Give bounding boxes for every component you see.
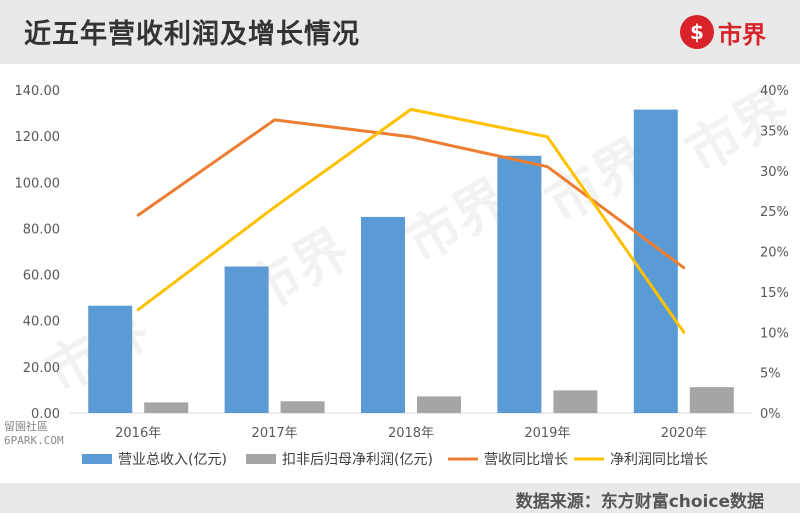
left-axis-tick: 0.00 [31,407,60,422]
x-axis-label: 2017年 [252,426,298,441]
left-axis: 0.00 20.00 40.00 60.00 80.00 100.00 120.00 140.… [15,84,752,422]
revenue-bar [633,109,678,413]
left-axis-tick: 80.00 [23,222,60,237]
profit-bar [280,401,325,413]
profit-bar [689,387,734,413]
x-axis-label: 2016年 [115,426,161,441]
revenue-bar [497,155,542,413]
revenue-bar [224,266,269,413]
left-axis-tick: 120.00 [15,130,61,145]
left-axis-tick: 100.00 [15,176,61,191]
left-axis-tick: 20.00 [23,361,60,376]
header-bar: 近五年营收利润及增长情况 $ 市界 [0,0,800,64]
right-axis-tick: 35% [760,124,789,139]
brand-name: 市界 [718,20,766,49]
x-axis-label: 2018年 [388,426,434,441]
x-axis-label: 2019年 [524,426,570,441]
right-axis-tick: 15% [760,286,789,301]
profit-growth-line [136,107,686,334]
page-title: 近五年营收利润及增长情况 [24,19,360,50]
legend-profit-growth-label: 净利润同比增长 [610,452,708,468]
right-axis-tick: 40% [760,84,789,99]
right-axis: 0% 5% 10% 15% 20% 25% 30% 35% 40% [760,84,789,422]
profit-bar [417,396,461,413]
right-axis-tick: 25% [760,205,789,220]
right-axis-tick: 20% [760,246,789,261]
legend-profit-label: 扣非后归母净利润(亿元) [282,451,433,468]
footer-bar: 数据来源：东方财富choice数据 [0,483,800,513]
site-watermark-line2: 6PARK.COM [4,434,64,447]
site-watermark: 留園社區 6PARK.COM [4,420,64,448]
right-axis-tick: 0% [760,407,781,422]
x-axis-label: 2020年 [661,426,707,441]
legend-revenue-label: 营业总收入(亿元) [118,452,227,468]
profit-bar [553,390,598,413]
left-axis-tick: 60.00 [23,269,60,284]
legend: 营业总收入(亿元) 扣非后归母净利润(亿元) 营收同比增长 净利润同比增长 [82,451,708,468]
right-axis-tick: 5% [760,367,781,382]
left-axis-tick: 140.00 [15,84,61,99]
x-axis-labels: 2016年 2017年 2018年 2019年 2020年 [115,426,707,441]
right-axis-tick: 10% [760,326,789,341]
site-watermark-line1: 留園社區 [4,420,48,433]
dollar-icon: $ [680,15,714,49]
revenue-bar [361,216,405,413]
legend-profit-swatch [246,454,276,464]
data-source: 数据来源：东方财富choice数据 [515,492,764,512]
legend-revenue-growth-label: 营收同比增长 [484,452,568,468]
revenue-bar [88,305,133,413]
legend-revenue-swatch [82,454,112,464]
bar-layer [88,109,734,413]
brand-logo: $ 市界 [680,14,766,50]
right-axis-tick: 30% [760,165,789,180]
left-axis-tick: 40.00 [23,315,60,330]
profit-bar [144,402,189,413]
line-layer [136,107,686,334]
